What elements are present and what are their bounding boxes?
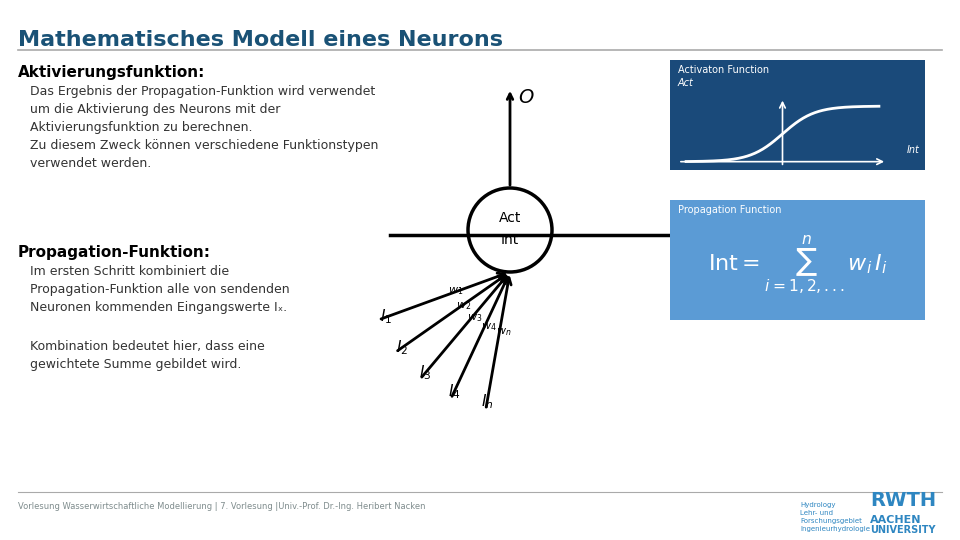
Text: Propagation-Funktion:: Propagation-Funktion: bbox=[18, 245, 211, 260]
Text: Act: Act bbox=[499, 211, 521, 225]
Text: $I_2$: $I_2$ bbox=[396, 339, 408, 357]
Text: Act: Act bbox=[678, 78, 694, 88]
Text: $I_4$: $I_4$ bbox=[448, 382, 461, 401]
Text: $w_3$: $w_3$ bbox=[467, 312, 482, 324]
Text: $w_2$: $w_2$ bbox=[456, 300, 471, 312]
FancyBboxPatch shape bbox=[670, 60, 925, 170]
Text: Vorlesung Wasserwirtschaftliche Modellierung | 7. Vorlesung |Univ.-Prof. Dr.-Ing: Vorlesung Wasserwirtschaftliche Modellie… bbox=[18, 502, 425, 511]
Text: Propagation Function: Propagation Function bbox=[678, 205, 781, 215]
Text: $I_3$: $I_3$ bbox=[419, 364, 431, 382]
Text: $I_n$: $I_n$ bbox=[481, 393, 493, 411]
Text: Kombination bedeutet hier, dass eine
gewichtete Summe gebildet wird.: Kombination bedeutet hier, dass eine gew… bbox=[30, 340, 265, 371]
Text: $w_n$: $w_n$ bbox=[496, 326, 512, 338]
Text: Das Ergebnis der Propagation-Funktion wird verwendet
um die Aktivierung des Neur: Das Ergebnis der Propagation-Funktion wi… bbox=[30, 85, 378, 170]
Text: $w_1$: $w_1$ bbox=[448, 286, 464, 298]
Text: Int: Int bbox=[501, 233, 519, 247]
Text: $\mathrm{Int} = \sum_{i=1,2,...}^{n} w_i\, I_i$: $\mathrm{Int} = \sum_{i=1,2,...}^{n} w_i… bbox=[708, 233, 887, 297]
Text: Activaton Function: Activaton Function bbox=[678, 65, 769, 75]
Text: Mathematisches Modell eines Neurons: Mathematisches Modell eines Neurons bbox=[18, 30, 503, 50]
Text: $I_1$: $I_1$ bbox=[380, 308, 392, 327]
Text: Aktivierungsfunktion:: Aktivierungsfunktion: bbox=[18, 65, 205, 80]
FancyBboxPatch shape bbox=[670, 200, 925, 320]
Text: $O$: $O$ bbox=[518, 88, 535, 107]
Text: $w_4$: $w_4$ bbox=[481, 321, 496, 333]
Text: Im ersten Schritt kombiniert die
Propagation-Funktion alle von sendenden
Neurone: Im ersten Schritt kombiniert die Propaga… bbox=[30, 265, 290, 314]
Text: AACHEN: AACHEN bbox=[870, 515, 922, 525]
Text: Hydrology
Lehr- und
Forschungsgebiet
Ingenieurhydrologie: Hydrology Lehr- und Forschungsgebiet Ing… bbox=[800, 502, 870, 532]
Text: UNIVERSITY: UNIVERSITY bbox=[870, 525, 935, 535]
Text: RWTH: RWTH bbox=[870, 491, 936, 510]
Text: Int: Int bbox=[907, 145, 920, 155]
